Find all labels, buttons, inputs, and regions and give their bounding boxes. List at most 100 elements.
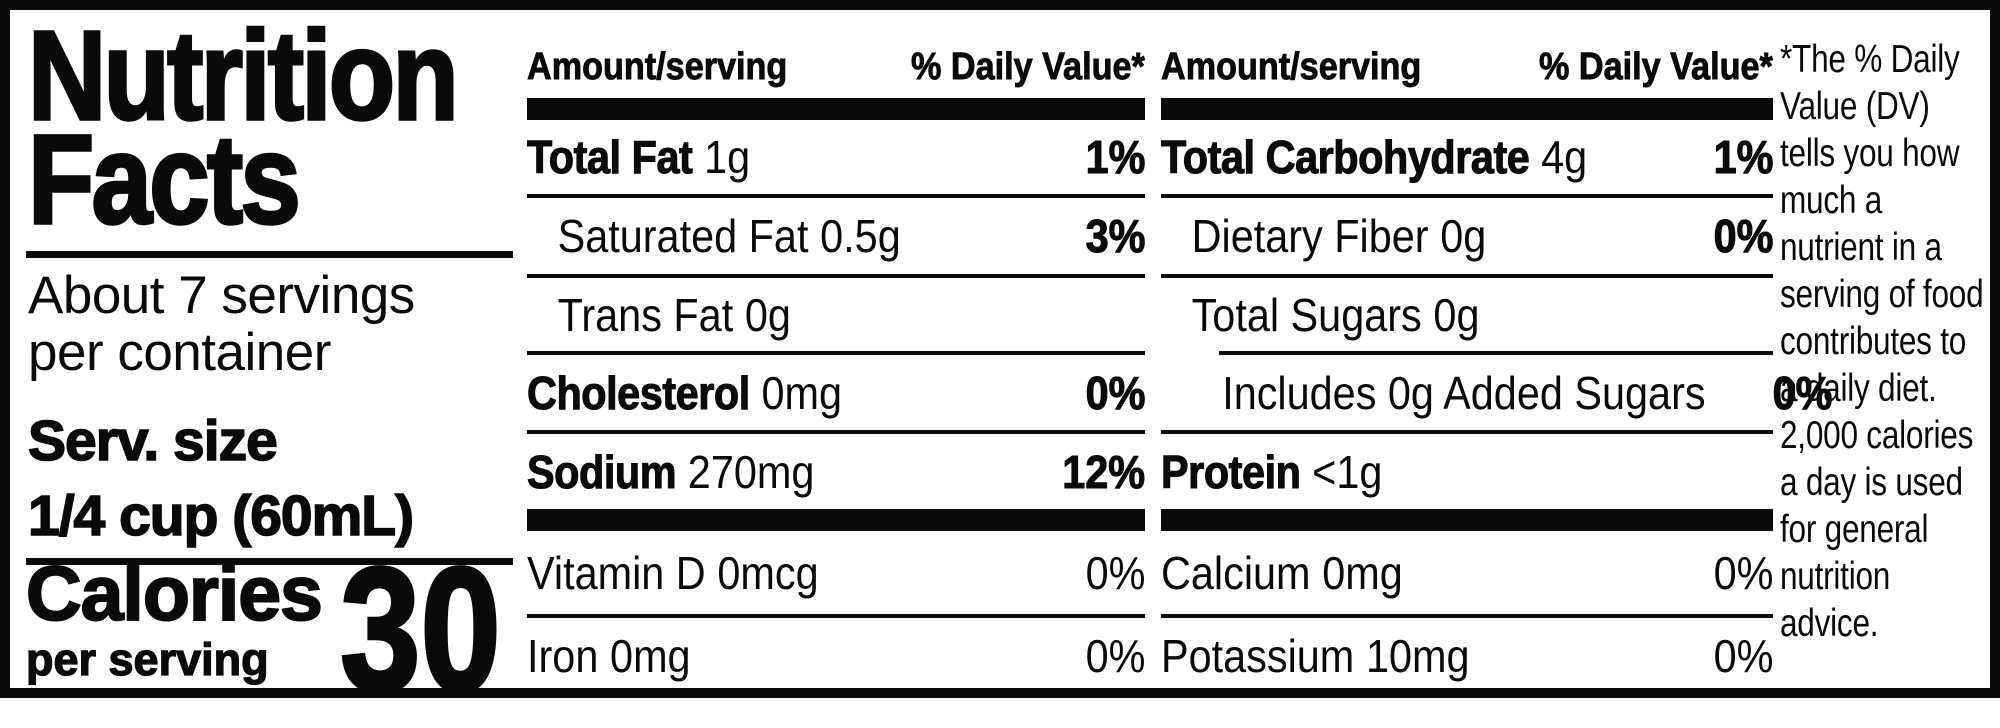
daily-value: 0% [1713,209,1774,262]
daily-value: 0% [1772,366,1833,419]
nutrient-row-protein: Protein <1g [1161,434,1773,509]
nutrient-name: Total Fat [527,130,694,183]
left-panel: Nutrition Facts About 7 servings per con… [20,5,515,728]
calories-label: Calories [25,551,324,637]
nutrient-amount: 10mg [1365,629,1470,682]
micro-row-calcium: Calcium 0mg 0% [1161,531,1773,614]
nutrient-label: Total Fat 1g [527,130,751,184]
divider-indented [1219,351,1773,355]
title-line-2: Facts [26,109,302,250]
nutrient-row-sodium: Sodium 270mg 12% [527,434,1146,509]
nutrient-amount: 0g [1433,288,1480,341]
header-amount-serving: Amount/serving [527,46,788,89]
nutrient-amount: 1g [704,131,751,183]
nutrient-label: Trans Fat 0g [527,288,791,342]
column-header: Amount/serving % Daily Value* [527,20,1146,98]
nutrient-row-total-sugars: Total Sugars 0g [1161,278,1773,351]
nutrient-name: Cholesterol [527,366,751,419]
nutrient-name: Total Sugars [1191,288,1422,341]
nutrient-row-saturated-fat: Saturated Fat 0.5g 3% [527,198,1146,274]
nutrient-label: Cholesterol 0mg [527,366,843,420]
nutrient-row-total-fat: Total Fat 1g 1% [527,120,1146,194]
nutrient-label: Dietary Fiber 0g [1161,209,1487,263]
nutrient-label: Total Sugars 0g [1161,288,1480,342]
daily-value: 1% [1085,130,1146,183]
divider [527,351,1145,355]
nutrient-name: Includes 0g Added Sugars [1222,366,1706,419]
nutrient-name: Potassium [1161,629,1355,682]
nutrient-amount: 0mcg [717,546,819,599]
serving-size-value: 1/4 cup (60mL) [27,483,415,549]
nutrient-label: Protein <1g [1161,445,1383,499]
daily-value: 1% [1713,130,1774,183]
nutrient-label: Total Carbohydrate 4g [1161,130,1588,184]
nutrient-amount: 4g [1541,131,1588,183]
nutrient-name: Saturated Fat [557,210,809,262]
divider [527,430,1145,434]
nutrient-amount: <1g [1312,445,1383,498]
divider [527,194,1145,198]
divider [1161,194,1773,198]
divider [1161,274,1773,278]
nutrient-label: Vitamin D 0mcg [527,546,819,600]
nutrient-label: Potassium 10mg [1161,629,1470,683]
daily-value-footnote: *The % Daily Value (DV) tells you how mu… [1780,38,1984,645]
daily-value: 0% [1085,366,1146,419]
header-daily-value: % Daily Value* [1539,46,1774,89]
nutrient-amount: 0mg [761,366,843,419]
nutrient-amount: 0.5g [820,210,901,262]
nutrient-row-dietary-fiber: Dietary Fiber 0g 0% [1161,198,1774,274]
servings-line-2: per container [28,323,331,382]
servings-per-container: About 7 servings per container [28,267,415,381]
nutrient-label: Iron 0mg [527,629,691,683]
daily-value: 0% [1713,546,1773,599]
nutrient-column-1: Amount/serving % Daily Value* Total Fat … [527,20,1146,693]
daily-value: 0% [1713,629,1773,682]
nutrition-facts-title: Nutrition Facts [26,5,460,250]
divider [527,274,1145,278]
nutrient-name: Calcium [1161,546,1311,599]
nutrient-row-added-sugars: Includes 0g Added Sugars 0% [1161,355,1833,430]
micro-row-vitamin-d: Vitamin D 0mcg 0% [527,531,1145,614]
section-divider-bar [1161,509,1773,531]
nutrient-name: Vitamin D [527,546,706,599]
serving-size-label: Serv. size [27,408,278,474]
servings-line-1: About 7 servings [28,266,415,325]
micro-row-iron: Iron 0mg 0% [527,618,1145,693]
column-header: Amount/serving % Daily Value* [1161,20,1774,98]
nutrient-amount: 0g [744,288,791,341]
nutrient-name: Trans Fat [557,288,734,341]
nutrient-name: Dietary Fiber [1191,210,1429,262]
section-divider-bar [1161,98,1773,120]
nutrient-amount: 0mg [610,629,691,682]
nutrient-amount: 0mg [1322,546,1403,599]
micro-row-potassium: Potassium 10mg 0% [1161,618,1773,693]
nutrient-amount: 0g [1440,210,1487,262]
calories-sublabel: per serving [25,633,269,685]
daily-value: 0% [1085,629,1145,682]
nutrient-label: Saturated Fat 0.5g [527,209,901,263]
daily-value: 12% [1062,445,1146,498]
section-divider-bar [527,98,1145,120]
divider [1161,614,1773,618]
nutrient-amount: 270mg [687,445,815,498]
section-divider-bar [527,509,1145,531]
nutrient-row-cholesterol: Cholesterol 0mg 0% [527,355,1146,430]
title-line-1: Nutrition [26,5,460,146]
divider [26,558,513,565]
nutrient-label: Calcium 0mg [1161,546,1403,600]
nutrient-name: Sodium [527,445,678,498]
header-daily-value: % Daily Value* [911,46,1146,89]
divider [26,251,513,258]
nutrient-column-2: Amount/serving % Daily Value* Total Carb… [1161,20,1834,693]
nutrient-row-trans-fat: Trans Fat 0g [527,278,1145,351]
nutrient-name: Total Carbohydrate [1161,130,1531,183]
header-amount-serving: Amount/serving [1161,46,1422,89]
divider [1161,430,1773,434]
daily-value: 0% [1085,546,1145,599]
nutrient-name: Iron [527,629,599,682]
calories-value: 30 [339,532,503,728]
nutrient-label: Includes 0g Added Sugars [1161,366,1706,420]
nutrient-row-total-carbohydrate: Total Carbohydrate 4g 1% [1161,120,1774,194]
